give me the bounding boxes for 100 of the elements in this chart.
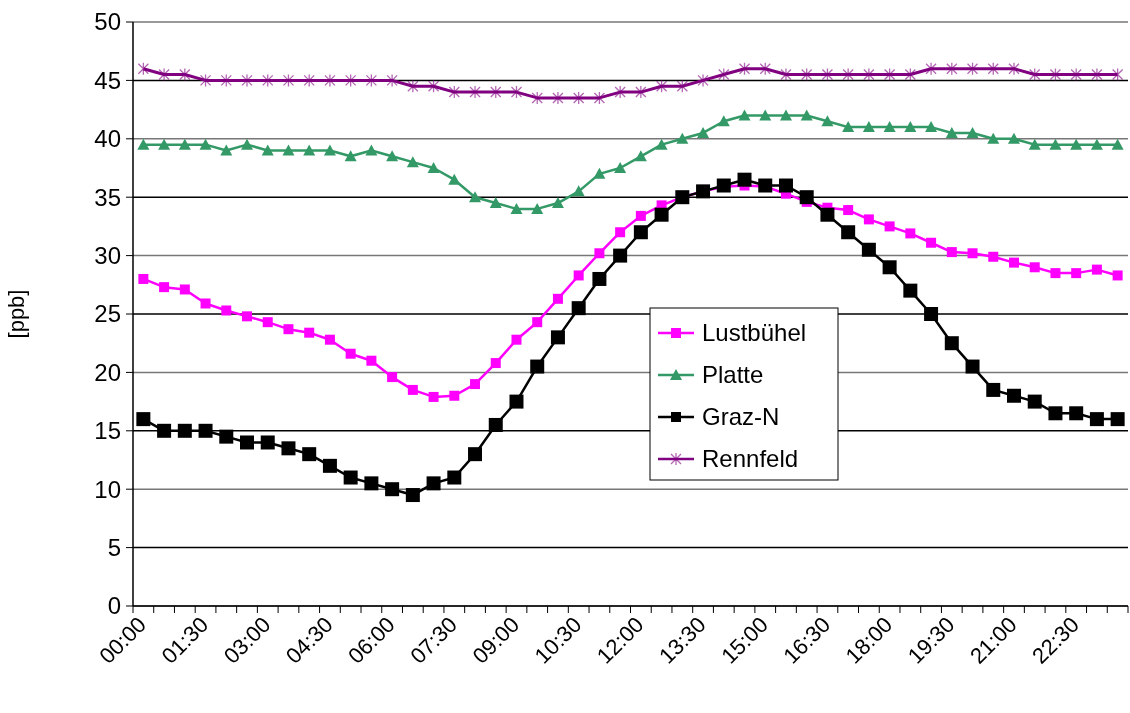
legend-label: Lustbühel	[702, 319, 807, 347]
point	[219, 429, 234, 444]
point	[633, 225, 648, 240]
point	[200, 298, 211, 309]
point	[262, 317, 273, 328]
point	[1050, 268, 1061, 279]
point	[428, 391, 439, 402]
point	[884, 221, 895, 232]
point	[573, 270, 584, 281]
y-tick-label: 10	[94, 475, 121, 503]
legend-label: Platte	[702, 361, 764, 389]
point	[366, 355, 377, 366]
point	[550, 330, 565, 345]
point	[469, 191, 482, 203]
point	[177, 423, 192, 438]
point	[737, 172, 752, 187]
point	[882, 260, 897, 275]
point	[1008, 257, 1019, 268]
point	[447, 470, 462, 485]
point	[863, 214, 874, 225]
point	[511, 334, 522, 345]
point	[322, 458, 337, 473]
point	[905, 228, 916, 239]
y-tick-label: 5	[107, 534, 121, 561]
point	[862, 121, 875, 133]
point	[448, 173, 461, 185]
point	[531, 202, 544, 214]
point	[179, 284, 190, 295]
point	[821, 115, 834, 127]
point	[924, 307, 939, 321]
point	[965, 359, 980, 374]
point	[903, 283, 918, 298]
y-tick-label: 20	[94, 358, 121, 386]
y-tick-label: 25	[94, 300, 121, 328]
point	[987, 132, 1000, 144]
point	[304, 327, 315, 338]
point	[1006, 388, 1021, 403]
point	[986, 382, 1001, 397]
y-tick-label: 15	[94, 417, 121, 445]
point	[281, 441, 296, 456]
point	[344, 150, 357, 162]
point	[489, 197, 502, 209]
point	[926, 237, 937, 248]
point	[594, 248, 605, 259]
point	[345, 348, 356, 359]
point	[407, 384, 418, 395]
point	[799, 190, 814, 205]
point	[1007, 132, 1020, 144]
point	[945, 126, 958, 138]
point	[198, 423, 213, 438]
point	[1089, 412, 1104, 427]
point	[615, 227, 626, 238]
point	[883, 121, 896, 133]
point	[967, 248, 978, 259]
point	[655, 138, 668, 150]
point	[1048, 406, 1063, 421]
point	[966, 126, 979, 138]
point	[552, 293, 563, 304]
point	[365, 144, 378, 156]
point	[159, 282, 170, 293]
point	[778, 178, 793, 193]
point	[1069, 406, 1084, 421]
point	[178, 138, 191, 150]
point	[1112, 270, 1123, 281]
point	[158, 138, 171, 150]
point	[468, 447, 483, 462]
legend-label: Graz-N	[702, 403, 780, 431]
point	[592, 271, 607, 286]
point	[136, 412, 151, 427]
y-tick-label: 35	[94, 183, 121, 211]
point	[530, 359, 545, 374]
point	[488, 417, 503, 432]
point	[988, 251, 999, 262]
point	[137, 138, 150, 150]
point	[282, 144, 295, 156]
point	[470, 379, 481, 390]
point	[242, 311, 253, 322]
point	[221, 305, 232, 316]
point	[426, 476, 441, 491]
legend-label: Rennfeld	[702, 445, 799, 473]
point	[386, 150, 399, 162]
point	[385, 482, 400, 497]
point	[532, 317, 543, 328]
y-tick-label: 30	[94, 242, 121, 269]
point	[613, 248, 628, 263]
point	[1111, 138, 1124, 150]
point	[364, 476, 379, 491]
point	[138, 273, 149, 284]
point	[676, 132, 689, 144]
point	[841, 225, 856, 240]
point	[449, 390, 460, 401]
point	[1029, 262, 1040, 273]
point	[779, 109, 792, 121]
point	[759, 109, 772, 121]
point	[861, 242, 876, 257]
point	[717, 115, 730, 127]
point	[904, 121, 917, 133]
point	[925, 121, 938, 133]
point	[551, 197, 564, 209]
point	[1027, 394, 1042, 409]
